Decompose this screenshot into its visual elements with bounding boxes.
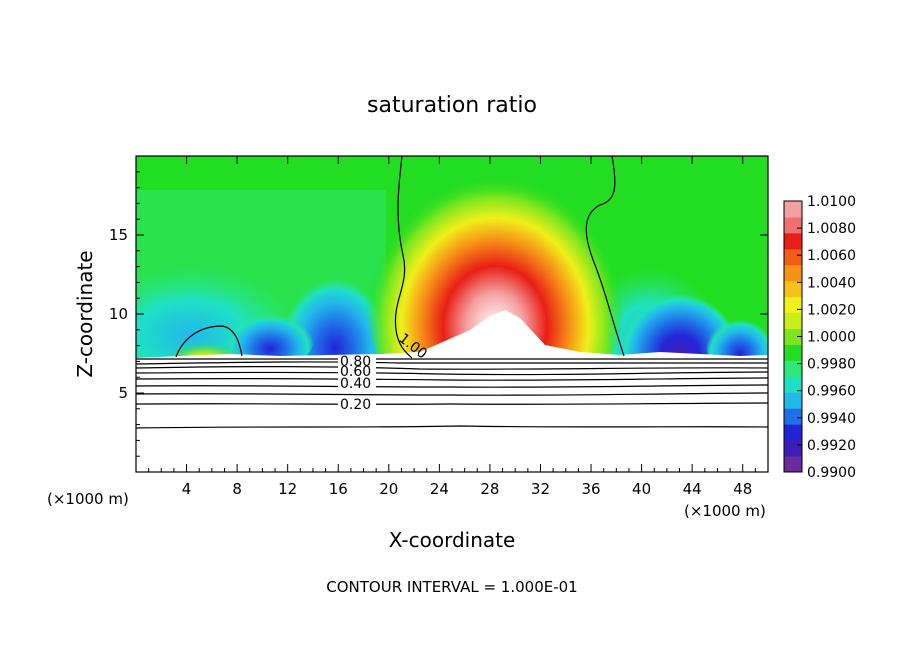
- contour-d: [136, 371, 768, 376]
- colorbar-band: [784, 232, 802, 250]
- colorbar-band: [784, 296, 802, 314]
- colorbar-band: [784, 440, 802, 457]
- x-tick-label: 32: [531, 480, 550, 498]
- contour-b: [136, 361, 768, 365]
- contour-1.00-right: [585, 156, 625, 357]
- colorbar-band: [784, 344, 802, 361]
- colorbar-label: 1.0080: [807, 221, 856, 237]
- terrain-mask: [136, 310, 768, 472]
- y-tick-label: 10: [109, 305, 128, 323]
- colorbar-band: [784, 280, 802, 298]
- x-tick-label: 8: [232, 480, 242, 498]
- colorbar-band: [784, 360, 802, 377]
- y-tick-label: 5: [118, 384, 128, 402]
- heatmap-field: [136, 156, 768, 472]
- contour-interval-note: CONTOUR INTERVAL = 1.000E-01: [326, 578, 577, 596]
- colorbar-label: 1.0040: [807, 275, 856, 291]
- colorbar-band: [784, 408, 802, 425]
- x-unit-left: (×1000 m): [47, 490, 129, 508]
- x-tick-label: 48: [733, 480, 752, 498]
- contour-label-0.40: 0.40: [340, 376, 371, 392]
- colorbar-label: 1.0000: [807, 330, 856, 346]
- colorbar-band: [784, 376, 802, 393]
- x-unit-right: (×1000 m): [684, 502, 766, 520]
- x-tick-label: 40: [632, 480, 651, 498]
- contour-label-0.20: 0.20: [340, 397, 371, 413]
- contour-f: [136, 384, 768, 388]
- contour-1.00-left: [394, 156, 413, 359]
- x-tick-label: 16: [329, 480, 348, 498]
- x-tick-label: 44: [683, 480, 702, 498]
- colorbar: 0.9900 0.9920 0.9940 0.9960 0.9980 1.0000 1.00…: [783, 194, 856, 481]
- contour-c: [136, 366, 768, 370]
- colorbar-label: 0.9940: [807, 411, 856, 427]
- contour-cap: [175, 325, 243, 358]
- x-tick-label: 28: [480, 480, 499, 498]
- colorbar-band: [784, 312, 802, 330]
- x-tick-label: 20: [379, 480, 398, 498]
- x-tick-label: 36: [581, 480, 600, 498]
- colorbar-label: 1.0020: [807, 302, 856, 318]
- colorbar-band: [784, 201, 802, 218]
- x-axis-label: X-coordinate: [389, 528, 516, 552]
- contour-lines: [136, 156, 768, 429]
- colorbar-label: 1.0100: [807, 194, 856, 210]
- contour-g: [136, 392, 768, 396]
- colorbar-band: [784, 328, 802, 345]
- colorbar-label: 0.9960: [807, 384, 856, 400]
- x-axis-ticks: 4 8 12 16 20 24 28 32 36 40 44 48: [148, 156, 756, 498]
- blue-patch-12km: [225, 300, 315, 370]
- contour-e: [136, 377, 768, 381]
- x-tick-label: 12: [278, 480, 297, 498]
- colorbar-band: [784, 424, 802, 441]
- x-tick-label: 24: [430, 480, 449, 498]
- contour-label-0.60: 0.60: [340, 364, 371, 380]
- chart-title: saturation ratio: [367, 93, 537, 118]
- contour-i: [136, 425, 768, 429]
- contour-labels: 1.00 0.80 0.60 0.40 0.20: [338, 331, 430, 413]
- y-axis-ticks: 5 10 15: [109, 171, 768, 457]
- colorbar-band: [784, 392, 802, 409]
- colorbar-label: 0.9920: [807, 438, 856, 454]
- x-tick-label: 4: [182, 480, 192, 498]
- colorbar-label: 0.9980: [807, 357, 856, 373]
- y-tick-label: 15: [109, 226, 128, 244]
- contour-h: [136, 402, 768, 405]
- colorbar-label: 0.9900: [807, 465, 856, 481]
- colorbar-label: 1.0060: [807, 248, 856, 264]
- y-axis-label: Z-coordinate: [73, 250, 97, 377]
- colorbar-band: [784, 248, 802, 266]
- colorbar-band: [784, 216, 802, 234]
- colorbar-band: [784, 264, 802, 282]
- colorbar-band: [784, 456, 802, 473]
